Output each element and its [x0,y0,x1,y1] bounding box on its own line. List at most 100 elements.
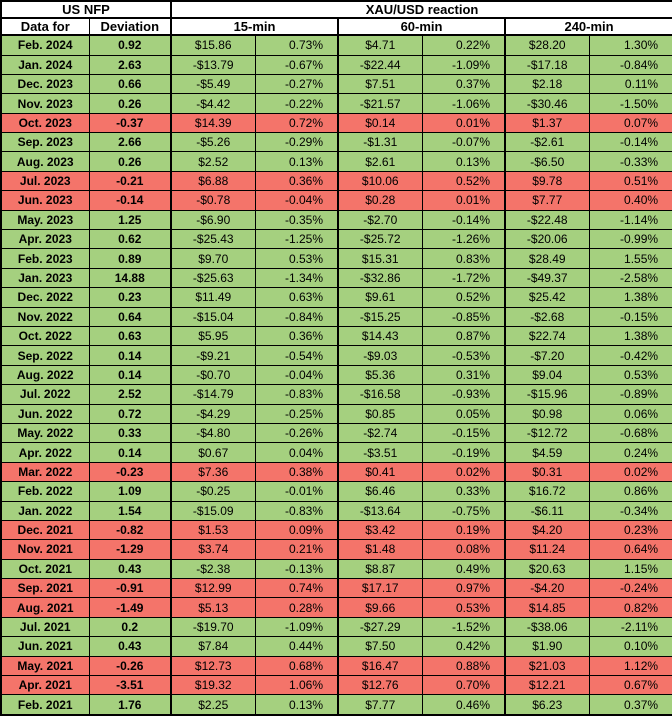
table-row: Dec. 2022 0.23 $11.49 0.63% $9.61 0.52% $25.42… [0,287,672,308]
usd-240min-cell: $14.85 [504,597,590,618]
usd-240min-cell: -$49.37 [504,267,590,289]
table-header: US NFP XAU/USD reaction Data for Deviati… [0,0,672,36]
table-body: Feb. 2024 0.92 $15.86 0.73% $4.71 0.22% $28.20… [0,34,672,716]
deviation-cell: 1.54 [88,500,172,521]
pct-240min-cell: 0.40% [588,190,672,211]
usd-15min-cell: $9.70 [170,248,256,269]
pct-15min-cell: -1.25% [254,229,339,250]
pct-60min-cell: 0.19% [421,519,506,541]
usd-240min-cell: $4.20 [504,519,590,541]
usd-240min-cell: $20.63 [504,558,590,580]
pct-60min-cell: -1.09% [421,54,506,75]
pct-15min-cell: 0.73% [254,34,339,56]
deviation-cell: 0.92 [88,34,172,56]
pct-15min-cell: 0.44% [254,636,339,657]
usd-60min-cell: -$27.29 [337,616,423,638]
usd-60min-cell: -$2.74 [337,422,423,444]
pct-60min-cell: -1.72% [421,267,506,289]
deviation-cell: -0.14 [88,190,172,211]
month-cell: Jul. 2023 [0,170,90,192]
table-row: Sep. 2021 -0.91 $12.99 0.74% $17.17 0.97% -$4.… [0,578,672,599]
pct-60min-cell: -0.07% [421,132,506,153]
usd-60min-cell: -$13.64 [337,500,423,521]
month-cell: Oct. 2022 [0,325,90,347]
pct-60min-cell: -0.53% [421,345,506,366]
table-row: Jul. 2022 2.52 -$14.79 -0.83% -$16.58 -0.93% -… [0,384,672,405]
month-cell: Aug. 2022 [0,364,90,386]
usd-240min-cell: -$17.18 [504,54,590,75]
table-row: Nov. 2022 0.64 -$15.04 -0.84% -$15.25 -0.85% -… [0,306,672,328]
deviation-cell: 0.66 [88,73,172,95]
pct-60min-cell: -0.14% [421,209,506,231]
usd-240min-cell: $28.20 [504,34,590,56]
month-cell: Sep. 2022 [0,345,90,366]
month-cell: Apr. 2022 [0,442,90,463]
table-row: Mar. 2022 -0.23 $7.36 0.38% $0.41 0.02% $0.31 0… [0,461,672,483]
usd-60min-cell: -$32.86 [337,267,423,289]
usd-15min-cell: -$13.79 [170,54,256,75]
pct-60min-cell: 0.37% [421,73,506,95]
usd-60min-cell: -$22.44 [337,54,423,75]
usd-15min-cell: -$14.79 [170,384,256,405]
usd-15min-cell: -$9.21 [170,345,256,366]
pct-15min-cell: 0.28% [254,597,339,618]
month-cell: Sep. 2023 [0,132,90,153]
month-cell: May. 2023 [0,209,90,231]
usd-15min-cell: -$5.49 [170,73,256,95]
table-row: Feb. 2024 0.92 $15.86 0.73% $4.71 0.22% $28.20… [0,34,672,56]
pct-240min-cell: 0.23% [588,519,672,541]
pct-240min-cell: 1.38% [588,325,672,347]
usd-60min-cell: $9.66 [337,597,423,618]
usd-15min-cell: -$0.78 [170,190,256,211]
table-row: Jul. 2023 -0.21 $6.88 0.36% $10.06 0.52% $9.78… [0,170,672,192]
usd-60min-cell: -$3.51 [337,442,423,463]
usd-15min-cell: $5.13 [170,597,256,618]
pct-15min-cell: -0.54% [254,345,339,366]
usd-240min-cell: -$7.20 [504,345,590,366]
deviation-cell: 0.26 [88,151,172,172]
table-row: Feb. 2021 1.76 $2.25 0.13% $7.77 0.46% $6.23 0.… [0,694,672,716]
usd-60min-cell: $5.36 [337,364,423,386]
pct-15min-cell: 0.63% [254,287,339,308]
pct-15min-cell: -0.29% [254,132,339,153]
pct-15min-cell: -0.83% [254,384,339,405]
pct-15min-cell: 0.74% [254,578,339,599]
month-cell: Oct. 2021 [0,558,90,580]
pct-240min-cell: -2.58% [588,267,672,289]
table-row: Oct. 2023 -0.37 $14.39 0.72% $0.14 0.01% $1.37… [0,112,672,134]
usd-240min-cell: $22.74 [504,325,590,347]
usd-15min-cell: $12.73 [170,655,256,677]
usd-60min-cell: $4.71 [337,34,423,56]
table-row: Jan. 2024 2.63 -$13.79 -0.67% -$22.44 -1.09% -… [0,54,672,75]
usd-60min-cell: $6.46 [337,481,423,502]
usd-60min-cell: -$21.57 [337,93,423,114]
usd-60min-cell: -$9.03 [337,345,423,366]
pct-60min-cell: 0.52% [421,170,506,192]
month-cell: Jul. 2021 [0,616,90,638]
pct-15min-cell: -0.22% [254,93,339,114]
pct-60min-cell: 0.97% [421,578,506,599]
month-cell: Jun. 2021 [0,636,90,657]
usd-15min-cell: -$6.90 [170,209,256,231]
usd-240min-cell: -$22.48 [504,209,590,231]
pct-240min-cell: -2.11% [588,616,672,638]
usd-15min-cell: -$15.04 [170,306,256,328]
usd-60min-cell: $2.61 [337,151,423,172]
pct-240min-cell: 1.15% [588,558,672,580]
usd-15min-cell: -$15.09 [170,500,256,521]
pct-240min-cell: -0.99% [588,229,672,250]
pct-60min-cell: 0.49% [421,558,506,580]
table-row: Jan. 2023 14.88 -$25.63 -1.34% -$32.86 -1.72%… [0,267,672,289]
usd-240min-cell: $7.77 [504,190,590,211]
usd-60min-cell: $7.77 [337,694,423,716]
pct-60min-cell: -0.75% [421,500,506,521]
usd-15min-cell: $7.36 [170,461,256,483]
usd-240min-cell: -$2.61 [504,132,590,153]
deviation-cell: 1.09 [88,481,172,502]
pct-15min-cell: 0.04% [254,442,339,463]
pct-15min-cell: 0.53% [254,248,339,269]
deviation-cell: 1.25 [88,209,172,231]
deviation-cell: -1.49 [88,597,172,618]
usd-15min-cell: $2.25 [170,694,256,716]
month-cell: Apr. 2021 [0,675,90,696]
